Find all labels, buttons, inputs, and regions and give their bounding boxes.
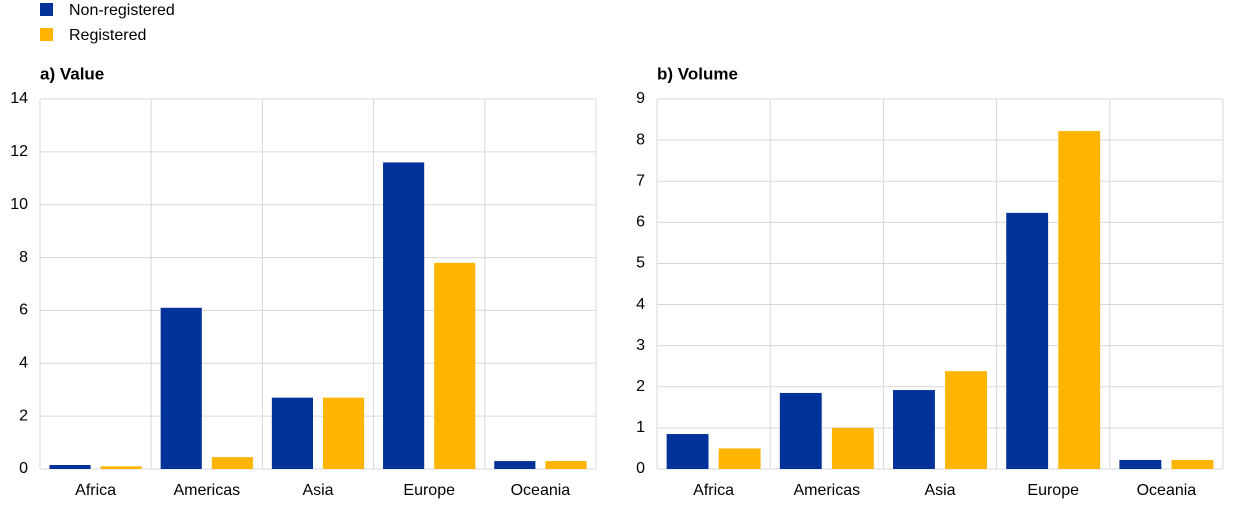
x-tick-label: Africa bbox=[75, 482, 116, 499]
chart-title: a) Value bbox=[40, 64, 104, 83]
y-tick-label: 2 bbox=[19, 407, 28, 424]
y-tick-label: 4 bbox=[636, 296, 645, 313]
y-tick-label: 9 bbox=[636, 90, 645, 107]
bar bbox=[100, 466, 142, 469]
y-tick-label: 2 bbox=[636, 378, 645, 395]
bar bbox=[718, 448, 761, 469]
y-tick-label: 3 bbox=[636, 337, 645, 354]
legend-swatch bbox=[40, 28, 53, 41]
y-tick-label: 7 bbox=[636, 172, 645, 189]
bar bbox=[383, 162, 425, 469]
bar bbox=[831, 427, 874, 469]
y-tick-label: 5 bbox=[636, 255, 645, 272]
x-tick-label: Americas bbox=[793, 482, 860, 499]
y-tick-label: 10 bbox=[10, 196, 28, 213]
bar bbox=[494, 461, 536, 469]
legend-swatch bbox=[40, 3, 53, 16]
y-tick-label: 6 bbox=[19, 302, 28, 319]
bar bbox=[434, 262, 476, 469]
y-tick-label: 4 bbox=[19, 355, 28, 372]
x-tick-label: Oceania bbox=[1137, 482, 1197, 499]
x-tick-label: Europe bbox=[1027, 482, 1079, 499]
bar bbox=[271, 397, 313, 469]
y-tick-label: 0 bbox=[19, 460, 28, 477]
y-tick-label: 1 bbox=[636, 419, 645, 436]
bar bbox=[893, 390, 935, 469]
x-tick-label: Asia bbox=[924, 482, 955, 499]
y-tick-label: 0 bbox=[636, 460, 645, 477]
bar bbox=[160, 307, 202, 469]
x-tick-label: Americas bbox=[173, 482, 240, 499]
bar bbox=[1058, 131, 1101, 470]
legend-label: Non-registered bbox=[69, 2, 175, 19]
bar bbox=[945, 371, 987, 469]
y-tick-label: 8 bbox=[19, 249, 28, 266]
y-tick-label: 6 bbox=[636, 214, 645, 231]
legend-label: Registered bbox=[69, 27, 146, 44]
bar bbox=[323, 397, 365, 469]
x-tick-label: Oceania bbox=[511, 482, 571, 499]
chart-title: b) Volume bbox=[657, 64, 738, 83]
bar bbox=[666, 434, 709, 469]
bar bbox=[1119, 459, 1162, 469]
bar bbox=[49, 465, 91, 469]
bar bbox=[1006, 212, 1049, 469]
y-tick-label: 12 bbox=[10, 143, 28, 160]
bar bbox=[545, 461, 587, 469]
y-tick-label: 8 bbox=[636, 131, 645, 148]
bar bbox=[211, 457, 253, 469]
x-tick-label: Africa bbox=[693, 482, 734, 499]
x-tick-label: Asia bbox=[302, 482, 333, 499]
y-tick-label: 14 bbox=[10, 90, 28, 107]
bar bbox=[1171, 459, 1214, 469]
bar bbox=[779, 392, 822, 469]
x-tick-label: Europe bbox=[403, 482, 455, 499]
